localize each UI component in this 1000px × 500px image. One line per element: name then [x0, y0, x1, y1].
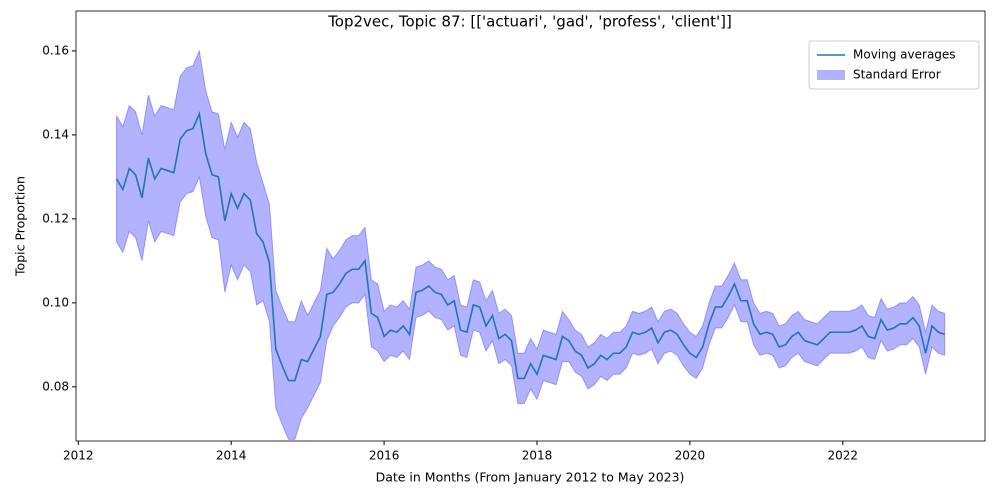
- legend-label: Standard Error: [853, 68, 941, 82]
- y-tick-label: 0.16: [42, 43, 69, 57]
- y-tick-label: 0.12: [42, 211, 69, 225]
- x-tick-label: 2018: [522, 449, 553, 463]
- x-tick-label: 2012: [63, 449, 94, 463]
- legend-label: Moving averages: [853, 48, 956, 62]
- line: [115, 111, 945, 382]
- plot-frame: [75, 10, 986, 442]
- x-axis-label: Date in Months (From January 2012 to May…: [376, 470, 685, 485]
- x-tick-label: 2014: [216, 449, 247, 463]
- legend-swatch: [817, 70, 845, 80]
- chart-title: Top2vec, Topic 87: [['actuari', 'gad', '…: [327, 13, 732, 31]
- y-tick-label: 0.10: [42, 295, 69, 309]
- x-tick-label: 2020: [675, 449, 706, 463]
- legend-box: [808, 40, 980, 90]
- y-tick-label: 0.14: [42, 127, 69, 141]
- y-tick-label: 0.08: [42, 379, 69, 393]
- x-tick-label: 2016: [369, 449, 400, 463]
- y-axis-label: Topic Proportion: [13, 176, 28, 277]
- x-tick-label: 2022: [828, 449, 859, 463]
- error-band: [116, 49, 946, 440]
